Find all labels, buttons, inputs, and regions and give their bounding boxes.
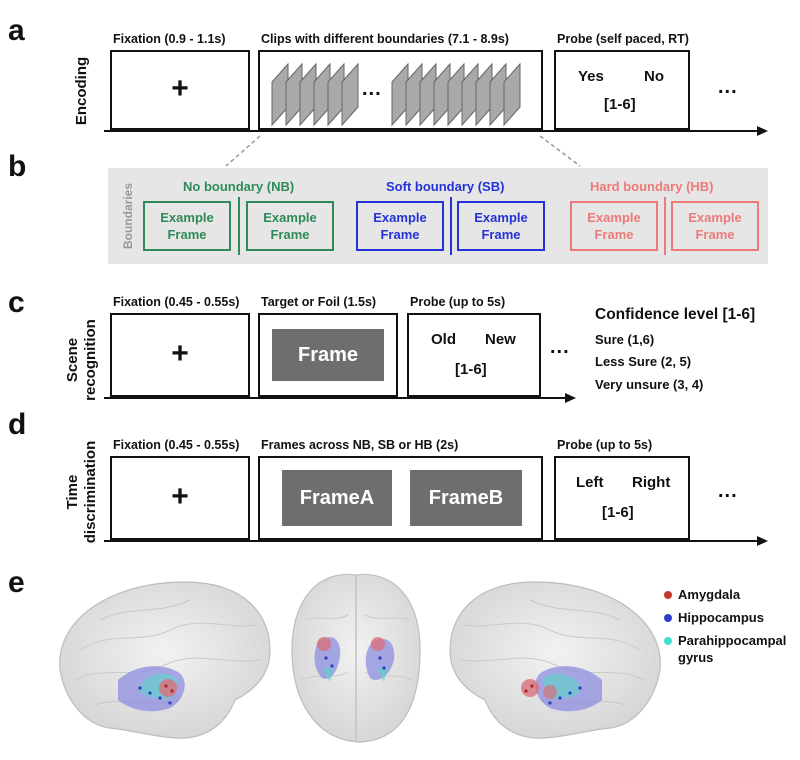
group-title-nb: No boundary (NB) — [183, 179, 295, 194]
fixation-caption-a: Fixation (0.9 - 1.1s) — [113, 32, 226, 46]
fixation-screen-c: + — [110, 313, 250, 397]
example-frame-text: Example Frame — [587, 210, 641, 242]
frame-b: FrameB — [410, 470, 522, 526]
trailing-ellipsis-a: ... — [718, 76, 738, 98]
fixation-caption-d: Fixation (0.45 - 0.55s) — [113, 438, 240, 452]
timeline-axis-d — [104, 540, 759, 542]
legend-label-parahippocampal: Parahippocampal gyrus — [678, 633, 787, 665]
clips-screen: ... — [258, 50, 543, 130]
target-caption: Target or Foil (1.5s) — [261, 295, 377, 309]
probe-yes: Yes — [578, 68, 604, 85]
probe-scale-a: [1-6] — [604, 96, 636, 113]
example-frame-text: Example Frame — [373, 210, 427, 242]
brain-lateral-right — [449, 581, 661, 739]
panel-letter-a: a — [8, 14, 25, 47]
panel-letter-d: d — [8, 408, 27, 441]
probe-screen-d: Left Right [1-6] — [554, 456, 690, 540]
probe-scale-c: [1-6] — [455, 361, 487, 378]
probe-new: New — [485, 331, 516, 348]
confidence-item-less-sure: Less Sure (2, 5) — [595, 354, 692, 369]
legend-label-amygdala: Amygdala — [678, 587, 741, 602]
probe-caption-c: Probe (up to 5s) — [410, 295, 506, 309]
boundary-separator-hb — [664, 197, 666, 255]
brain-lateral-left — [59, 581, 271, 739]
zoom-connector-lines — [225, 135, 581, 167]
frames-screen: FrameA FrameB — [258, 456, 543, 540]
probe-screen-c: Old New [1-6] — [407, 313, 541, 397]
example-frame-text: Example Frame — [160, 210, 214, 242]
fixation-cross: + — [171, 480, 189, 513]
clips-caption: Clips with different boundaries (7.1 - 8… — [261, 32, 509, 46]
trailing-ellipsis-c: ... — [550, 336, 570, 358]
example-frame-sb-2: Example Frame — [457, 201, 545, 251]
probe-no: No — [644, 68, 664, 85]
clips-ellipsis: ... — [362, 78, 382, 100]
side-label-boundaries: Boundaries — [121, 183, 135, 250]
target-screen: Frame — [258, 313, 398, 397]
example-frame-hb-1: Example Frame — [570, 201, 658, 251]
probe-left: Left — [576, 474, 604, 491]
panel-letter-c: c — [8, 286, 25, 319]
legend-dot-parahippocampal — [664, 637, 672, 645]
timeline-arrow-a — [757, 126, 768, 136]
boundary-separator-nb — [238, 197, 240, 255]
brain-renderings — [59, 573, 661, 743]
confidence-item-very-unsure: Very unsure (3, 4) — [595, 377, 704, 392]
fixation-caption-c: Fixation (0.45 - 0.55s) — [113, 295, 240, 309]
boundaries-panel — [108, 168, 768, 264]
example-frame-nb-2: Example Frame — [246, 201, 334, 251]
side-label-scene-recognition: Scene recognition — [64, 319, 99, 401]
legend-dot-hippocampus — [664, 614, 672, 622]
probe-caption-d: Probe (up to 5s) — [557, 438, 653, 452]
example-frame-text: Example Frame — [688, 210, 742, 242]
target-frame: Frame — [272, 329, 384, 381]
example-frame-nb-1: Example Frame — [143, 201, 231, 251]
probe-caption-a: Probe (self paced, RT) — [557, 32, 689, 46]
panel-letter-e: e — [8, 566, 25, 599]
fixation-cross: + — [171, 72, 189, 105]
panel-letter-b: b — [8, 150, 27, 183]
probe-right: Right — [632, 474, 671, 491]
fixation-cross: + — [171, 337, 189, 370]
group-title-sb: Soft boundary (SB) — [386, 179, 505, 194]
fixation-screen-a: + — [110, 50, 250, 130]
timeline-axis-c — [104, 397, 567, 399]
example-frame-text: Example Frame — [474, 210, 528, 242]
legend-dot-amygdala — [664, 591, 672, 599]
frames-caption: Frames across NB, SB or HB (2s) — [261, 438, 459, 452]
timeline-axis-a — [104, 130, 759, 132]
trailing-ellipsis-d: ... — [718, 480, 738, 502]
clip-frame-stack — [271, 62, 521, 127]
probe-old: Old — [431, 331, 456, 348]
example-frame-sb-1: Example Frame — [356, 201, 444, 251]
probe-scale-d: [1-6] — [602, 504, 634, 521]
side-label-time-discrimination: Time discrimination — [64, 440, 99, 544]
frame-a: FrameA — [282, 470, 392, 526]
probe-screen-a: Yes No [1-6] — [554, 50, 690, 130]
timeline-arrow-d — [757, 536, 768, 546]
example-frame-hb-2: Example Frame — [671, 201, 759, 251]
confidence-title: Confidence level [1-6] — [595, 306, 756, 323]
confidence-item-sure: Sure (1,6) — [595, 332, 655, 347]
brain-top — [291, 573, 421, 743]
example-frame-text: Example Frame — [263, 210, 317, 242]
legend-label-hippocampus: Hippocampus — [678, 610, 764, 625]
fixation-screen-d: + — [110, 456, 250, 540]
timeline-arrow-c — [565, 393, 576, 403]
group-title-hb: Hard boundary (HB) — [590, 179, 714, 194]
boundary-separator-sb — [450, 197, 452, 255]
